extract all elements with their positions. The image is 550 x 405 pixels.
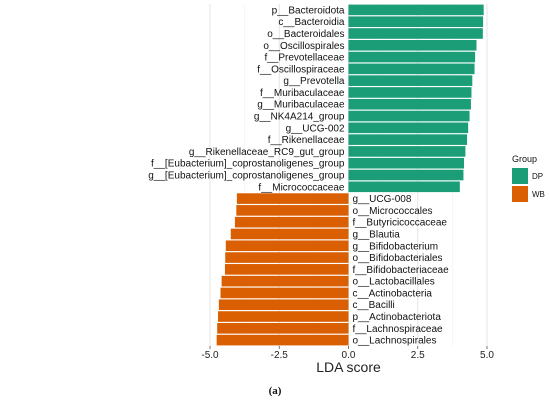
bar-dp [348, 157, 465, 169]
category-label: g__Rikenellaceae_RC9_gut_group [189, 147, 345, 158]
category-label: g__Muribaculaceae [257, 100, 345, 111]
x-axis-ticks: -5.0 -2.5 0.0 2.5 5.0 [201, 346, 494, 361]
legend-swatch-wb [512, 186, 528, 202]
x-tick-label: -2.5 [271, 350, 289, 361]
category-label: f__Muribaculaceae [260, 88, 345, 99]
legend: Group DP WB [512, 154, 545, 202]
category-label: g__NK4A214_group [254, 112, 345, 123]
category-label: c__Bacilli [353, 300, 395, 311]
category-label: p__Bacteroidota [272, 5, 345, 16]
legend-label-dp: DP [532, 172, 543, 181]
category-label: f__Bifidobacteriaceae [353, 265, 450, 276]
category-label: o__Lactobacillales [353, 277, 435, 288]
bar-wb [234, 216, 349, 228]
category-label: o__Bifidobacteriales [353, 253, 443, 264]
bar-dp [348, 98, 471, 110]
legend-label-wb: WB [532, 190, 545, 199]
category-label: f__Oscillospiraceae [257, 64, 345, 75]
x-tick-label: 0.0 [342, 350, 356, 361]
bar-wb [230, 228, 349, 240]
bar-wb [221, 275, 349, 287]
bar-dp [348, 146, 466, 157]
category-label: p__Actinobacteriota [353, 312, 442, 323]
category-label: f__[Eubacterium]_coprostanoligenes_group [151, 159, 345, 170]
bar-dp [348, 110, 470, 122]
category-label: g__UCG-008 [353, 194, 412, 205]
category-label: c__Bacteroidia [278, 17, 345, 28]
x-tick-label: -5.0 [201, 350, 219, 361]
legend-title: Group [512, 154, 537, 164]
bar-dp [348, 181, 460, 193]
bar-wb [236, 193, 349, 204]
bar-dp [348, 75, 473, 86]
bar-wb [217, 323, 349, 334]
bar-wb [225, 240, 349, 252]
bar-wb [216, 334, 349, 346]
bar-dp [348, 63, 475, 75]
category-label: f__Micrococcaceae [258, 182, 345, 193]
category-label: g__Prevotella [283, 76, 345, 87]
bar-wb [236, 205, 349, 216]
category-label: f__Rikenellaceae [268, 135, 345, 146]
legend-swatch-dp [512, 168, 528, 184]
bar-dp [348, 28, 483, 39]
bar-wb [224, 264, 349, 275]
category-label: f__Butyricicoccaceae [353, 218, 448, 229]
category-label: o__Micrococcales [353, 206, 433, 217]
figure-caption: (a) [268, 385, 282, 397]
bar-wb [218, 299, 349, 311]
bar-dp [348, 87, 472, 98]
category-label: o__Bacteroidales [267, 29, 344, 40]
category-label: g__Bifidobacterium [353, 241, 439, 252]
category-label: g__Blautia [353, 229, 401, 240]
x-tick-label: 5.0 [480, 350, 494, 361]
category-labels: p__Bacteroidotac__Bacteroidiao__Bacteroi… [148, 5, 449, 346]
bar-dp [348, 122, 469, 134]
bar-dp [348, 39, 477, 51]
category-label: c__Actinobacteria [353, 288, 433, 299]
category-label: g__UCG-002 [286, 123, 345, 134]
bar-dp [348, 169, 464, 181]
category-label: o__Lachnospirales [353, 336, 437, 347]
category-label: g__[Eubacterium]_coprostanoligenes_group [148, 171, 345, 182]
bar-wb [220, 287, 349, 299]
bar-dp [348, 51, 476, 63]
category-label: o__Oscillospirales [263, 41, 344, 52]
bar-wb [225, 252, 349, 263]
bar-wb [218, 311, 349, 322]
x-tick-label: 2.5 [411, 350, 425, 361]
x-axis-title: LDA score [316, 359, 381, 375]
bar-dp [348, 4, 484, 16]
bar-dp [348, 16, 484, 27]
category-label: f__Prevotellaceae [264, 53, 344, 64]
bars [216, 4, 484, 346]
bar-dp [348, 134, 468, 145]
category-label: f__Lachnospiraceae [353, 324, 444, 335]
